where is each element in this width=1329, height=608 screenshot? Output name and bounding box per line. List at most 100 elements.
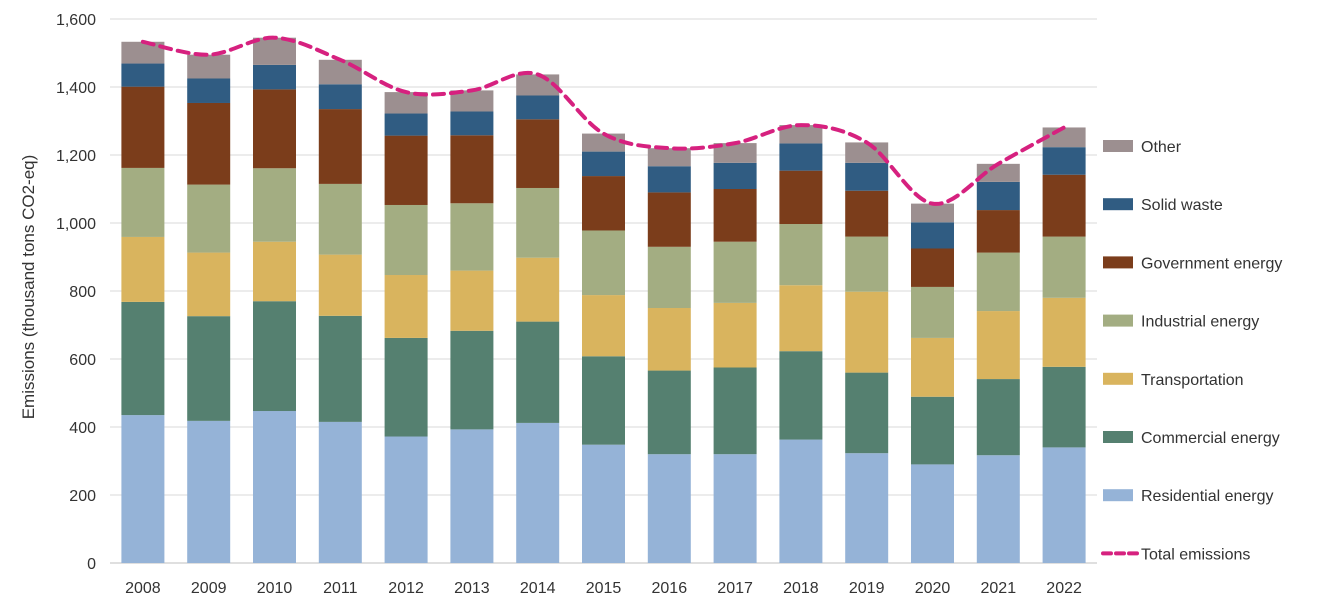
bar-segment: [187, 78, 231, 103]
x-tick-label: 2016: [652, 580, 688, 597]
bar-segment: [647, 166, 691, 193]
x-tick-label: 2012: [388, 580, 424, 597]
bar-segment: [384, 204, 428, 276]
bar-segment: [845, 142, 889, 163]
bar-segment: [516, 95, 560, 120]
bar-segment: [318, 109, 362, 184]
bar-segment: [253, 168, 296, 242]
bar-segment: [121, 236, 165, 302]
bar-segment: [516, 257, 560, 322]
bar-segment: [318, 315, 362, 422]
bar-segment: [779, 285, 823, 352]
bar-segment: [318, 254, 362, 316]
bar-segment: [976, 455, 1020, 563]
bar-segment: [845, 236, 889, 292]
legend-swatch: [1103, 140, 1133, 152]
bar-segment: [845, 453, 889, 563]
x-tick-label: 2008: [125, 580, 161, 597]
y-tick-label: 0: [87, 556, 96, 573]
bar-segment: [647, 308, 691, 371]
bar-segment: [647, 454, 691, 563]
bar-segment: [1042, 447, 1086, 563]
bar-segment: [450, 203, 494, 271]
bar-segment: [253, 411, 296, 563]
bar-segment: [976, 311, 1020, 380]
x-tick-label: 2014: [520, 580, 556, 597]
bar-segment: [384, 275, 428, 338]
legend-label: Solid waste: [1141, 197, 1223, 214]
legend-label: Transportation: [1141, 372, 1244, 389]
bar-segment: [450, 270, 494, 331]
legend-swatch: [1103, 431, 1133, 443]
bar-segment: [911, 222, 954, 249]
legend-swatch: [1103, 256, 1133, 269]
legend-swatch: [1103, 314, 1133, 327]
bar-segment: [713, 143, 757, 163]
bar-segment: [384, 92, 428, 114]
bar-segment: [121, 415, 165, 563]
bar-segment: [187, 316, 231, 421]
bar-segment: [976, 210, 1020, 253]
x-tick-label: 2017: [717, 580, 753, 597]
bar-segment: [647, 192, 691, 247]
bar-segment: [187, 54, 231, 79]
bar-segment: [450, 429, 494, 563]
bar-segment: [845, 291, 889, 373]
bar-segment: [779, 224, 823, 286]
bar-segment: [779, 351, 823, 440]
bar-segment: [976, 163, 1020, 182]
bar-segment: [187, 102, 231, 185]
bar-segment: [121, 86, 165, 168]
y-tick-label: 800: [69, 284, 96, 301]
legend-label: Total emissions: [1141, 546, 1250, 563]
bar-segment: [911, 203, 954, 223]
y-tick-label: 1,200: [56, 148, 96, 165]
bar-segment: [516, 187, 560, 258]
bar-segment: [647, 246, 691, 308]
legend-swatch: [1103, 198, 1133, 211]
legend-label: Commercial energy: [1141, 430, 1280, 447]
bar-segment: [713, 162, 757, 189]
bar-segment: [779, 170, 823, 225]
bar-segment: [318, 421, 362, 563]
legend-swatch: [1103, 489, 1133, 502]
bar-segment: [911, 248, 954, 287]
bar-segment: [121, 63, 165, 87]
bar-segment: [582, 295, 625, 357]
bar-segment: [911, 464, 954, 563]
bar-segment: [582, 356, 625, 445]
x-tick-label: 2013: [454, 580, 490, 597]
bar-segment: [976, 379, 1020, 456]
bar-segment: [845, 372, 889, 454]
bar-segment: [713, 189, 757, 242]
legend-swatch: [1103, 372, 1133, 385]
bar-segment: [187, 252, 231, 317]
bar-segment: [450, 90, 494, 112]
legend-label: Government energy: [1141, 255, 1282, 272]
legend-label: Residential energy: [1141, 488, 1274, 505]
y-tick-label: 1,600: [56, 12, 96, 29]
bar-segment: [779, 125, 823, 144]
bar-segment: [582, 133, 625, 152]
bar-segment: [911, 286, 954, 338]
bar-segment: [845, 162, 889, 191]
bar-segment: [450, 111, 494, 136]
bar-segment: [253, 241, 296, 302]
bar-segment: [253, 64, 296, 90]
bar-segment: [121, 41, 165, 64]
bar-segment: [911, 396, 954, 465]
y-tick-label: 600: [69, 352, 96, 369]
bar-segment: [384, 113, 428, 136]
x-tick-label: 2010: [257, 580, 293, 597]
legend-label: Industrial energy: [1141, 314, 1259, 331]
bar-segment: [582, 176, 625, 231]
y-tick-label: 200: [69, 488, 96, 505]
x-tick-label: 2020: [915, 580, 951, 597]
bar-segment: [779, 143, 823, 171]
bar-segment: [582, 230, 625, 296]
bar-segment: [253, 301, 296, 412]
x-tick-label: 2015: [586, 580, 622, 597]
bar-segment: [318, 84, 362, 110]
bar-segment: [647, 148, 691, 167]
